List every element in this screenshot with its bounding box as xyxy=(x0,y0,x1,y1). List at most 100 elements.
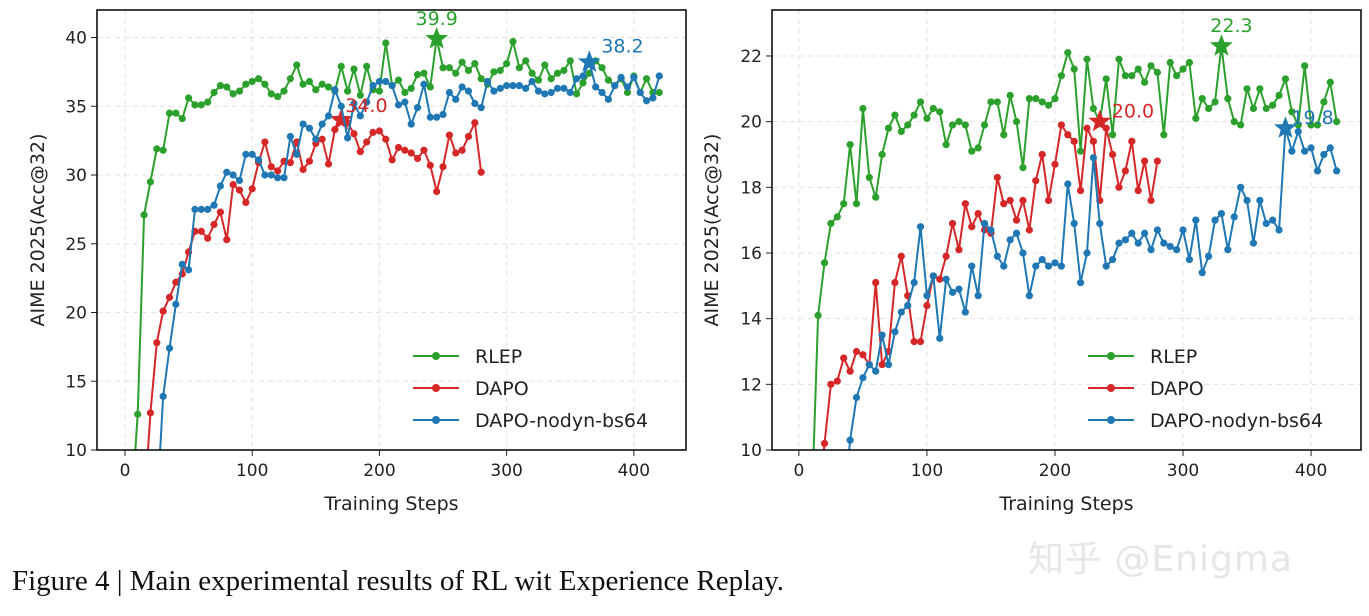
data-point xyxy=(210,201,218,209)
data-point xyxy=(916,223,925,231)
data-point xyxy=(223,236,231,244)
data-point xyxy=(1185,58,1194,67)
data-point xyxy=(312,135,320,143)
data-point xyxy=(1230,118,1238,126)
data-point xyxy=(1141,157,1149,165)
data-point xyxy=(1320,150,1328,159)
data-point xyxy=(987,98,995,106)
data-point xyxy=(840,354,848,362)
data-point xyxy=(611,82,619,90)
data-point xyxy=(623,83,632,91)
series-line xyxy=(822,122,1159,450)
data-point xyxy=(1038,255,1046,264)
data-point xyxy=(560,84,568,92)
data-point xyxy=(1032,262,1040,270)
legend-marker xyxy=(1107,416,1115,424)
data-point xyxy=(1333,118,1341,126)
chart-2: 0 100 200 300 400 10 12 14 16 18 20 22 22.3 20.0 19.8 T… xyxy=(701,9,1362,515)
data-point xyxy=(216,208,224,216)
data-point xyxy=(445,64,453,72)
data-point xyxy=(1288,108,1296,116)
data-point xyxy=(1262,104,1270,113)
data-point xyxy=(242,150,250,158)
data-point xyxy=(897,252,905,260)
y-axis-label: AIME 2025(Acc@32) xyxy=(27,134,49,327)
data-point xyxy=(445,88,453,97)
data-point xyxy=(1012,229,1021,237)
data-point xyxy=(261,138,269,146)
data-point xyxy=(496,84,504,92)
data-point xyxy=(974,292,982,300)
axes-frame xyxy=(96,9,687,451)
data-point xyxy=(649,94,657,102)
data-point xyxy=(942,141,950,149)
data-point xyxy=(579,79,587,87)
data-point xyxy=(515,64,523,72)
series-dapo-nodyn-bs64 xyxy=(159,50,663,450)
best-star-marker xyxy=(577,50,601,72)
data-point xyxy=(891,328,899,336)
data-point xyxy=(916,98,925,106)
legend-marker xyxy=(432,384,440,392)
data-point xyxy=(1211,98,1219,106)
data-point xyxy=(1262,219,1270,228)
data-point xyxy=(859,351,867,359)
data-point xyxy=(261,171,269,179)
data-point xyxy=(1288,147,1296,155)
data-point xyxy=(401,146,409,154)
data-point xyxy=(140,211,148,219)
data-point xyxy=(1269,101,1277,109)
data-point xyxy=(980,121,989,129)
data-point xyxy=(318,120,326,128)
data-point xyxy=(375,127,384,135)
data-point xyxy=(1051,160,1059,168)
data-point xyxy=(267,90,275,98)
data-point xyxy=(165,293,174,301)
data-point xyxy=(904,301,912,310)
data-point xyxy=(936,334,944,342)
data-point xyxy=(464,132,473,141)
data-point xyxy=(1076,186,1085,195)
data-point xyxy=(1019,249,1027,257)
data-point xyxy=(833,377,841,385)
data-point xyxy=(1025,95,1033,103)
data-point xyxy=(223,83,231,91)
data-point xyxy=(458,58,466,66)
data-point xyxy=(324,83,333,91)
data-point xyxy=(1057,72,1065,80)
data-point xyxy=(216,82,224,90)
data-point xyxy=(299,80,307,88)
data-point xyxy=(407,120,415,128)
data-point xyxy=(897,308,905,316)
data-point xyxy=(987,226,995,234)
data-point xyxy=(1038,98,1046,106)
y-tick-label: 14 xyxy=(740,310,762,330)
data-point xyxy=(1179,65,1187,73)
data-point xyxy=(248,77,256,86)
data-point xyxy=(1173,72,1181,80)
data-point xyxy=(1217,209,1226,218)
data-point xyxy=(1205,252,1213,260)
data-point xyxy=(1153,226,1162,234)
data-point xyxy=(655,72,663,80)
data-point xyxy=(1230,213,1238,221)
y-tick-label: 15 xyxy=(65,372,87,392)
x-tick-label: 100 xyxy=(236,461,268,481)
data-point xyxy=(642,75,651,83)
data-point xyxy=(197,227,205,235)
best-star-marker xyxy=(1274,116,1297,138)
series-rlep xyxy=(812,34,1341,450)
data-point xyxy=(968,147,976,155)
x-tick-label: 400 xyxy=(618,461,650,481)
data-point xyxy=(274,167,282,175)
data-point xyxy=(1006,196,1014,205)
data-point xyxy=(993,252,1001,260)
data-point xyxy=(1000,131,1008,139)
data-point xyxy=(1012,216,1021,224)
data-point xyxy=(1102,262,1110,270)
data-point xyxy=(553,84,562,92)
data-point xyxy=(439,64,447,72)
data-point xyxy=(846,141,854,149)
data-point xyxy=(153,339,161,347)
data-point xyxy=(961,308,969,316)
